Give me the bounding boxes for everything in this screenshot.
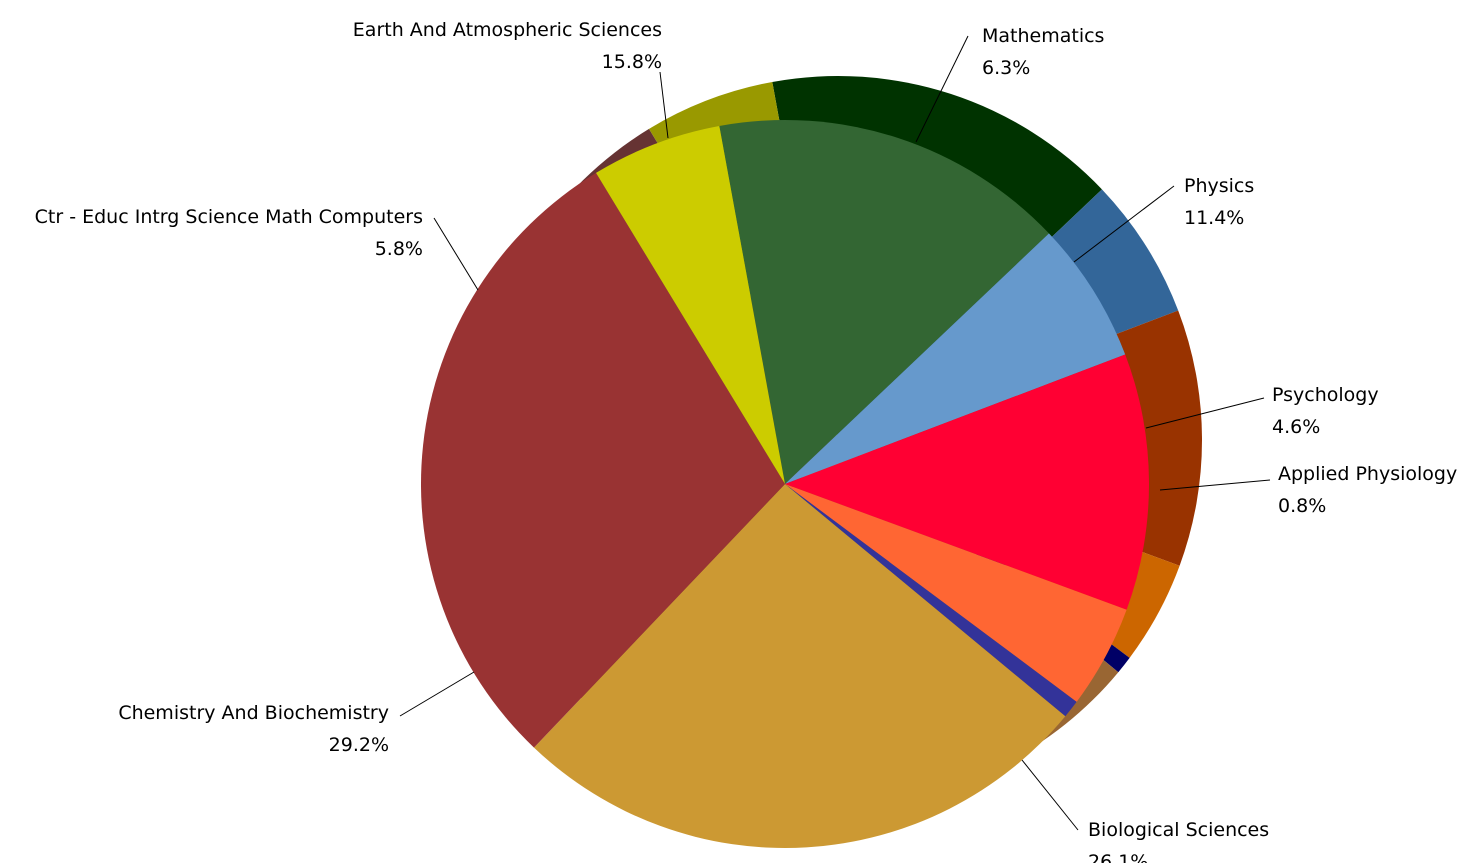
slice-earth-and-atmospheric-sciences [719,120,1049,485]
slice-ctr-educ-intrg-science-math-computers [596,125,785,484]
slice-value-biological-sciences: 26.1% [1088,851,1148,863]
leader-line-applied-physiology [1159,479,1271,491]
leader-line-earth-and-atmospheric-sciences [659,71,669,139]
slice-label-earth-and-atmospheric-sciences: Earth And Atmospheric Sciences [353,19,662,41]
slice-label-chemistry-and-biochemistry: Chemistry And Biochemistry [118,702,389,724]
slice-chemistry-and-biochemistry [420,172,785,748]
leader-line-physics [1073,185,1175,263]
pie-slices [420,120,1150,848]
slice-mathematics [785,233,1126,484]
slice-label-psychology: Psychology [1272,384,1379,406]
pie-labels: Earth And Atmospheric Sciences 15.8% Mathe… [35,19,1458,863]
slice-value-applied-physiology: 0.8% [1278,495,1326,517]
slice-psychology [785,484,1127,702]
slice-value-chemistry-and-biochemistry: 29.2% [329,734,389,756]
slice-label-applied-physiology: Applied Physiology [1278,463,1457,485]
slice-value-mathematics: 6.3% [982,57,1030,79]
slice-physics [785,354,1150,610]
slice-label-ctr-educ-intrg-science-math-computers: Ctr - Educ Intrg Science Math Computers [35,206,423,228]
slice-value-ctr-educ-intrg-science-math-computers: 5.8% [375,238,423,260]
leader-line-chemistry-and-biochemistry [399,671,475,717]
leader-line-mathematics [915,35,969,143]
slice-value-physics: 11.4% [1184,207,1244,229]
slice-value-earth-and-atmospheric-sciences: 15.8% [602,51,662,73]
slice-applied-physiology [785,484,1077,717]
slice-label-biological-sciences: Biological Sciences [1088,819,1269,841]
leader-line-ctr-educ-intrg-science-math-computers [433,217,479,291]
slice-label-mathematics: Mathematics [982,25,1104,47]
slice-biological-sciences [533,484,1066,848]
slice-value-psychology: 4.6% [1272,416,1320,438]
leader-line-biological-sciences [1021,759,1079,831]
leader-line-psychology [1145,397,1265,429]
slice-label-physics: Physics [1184,175,1254,197]
